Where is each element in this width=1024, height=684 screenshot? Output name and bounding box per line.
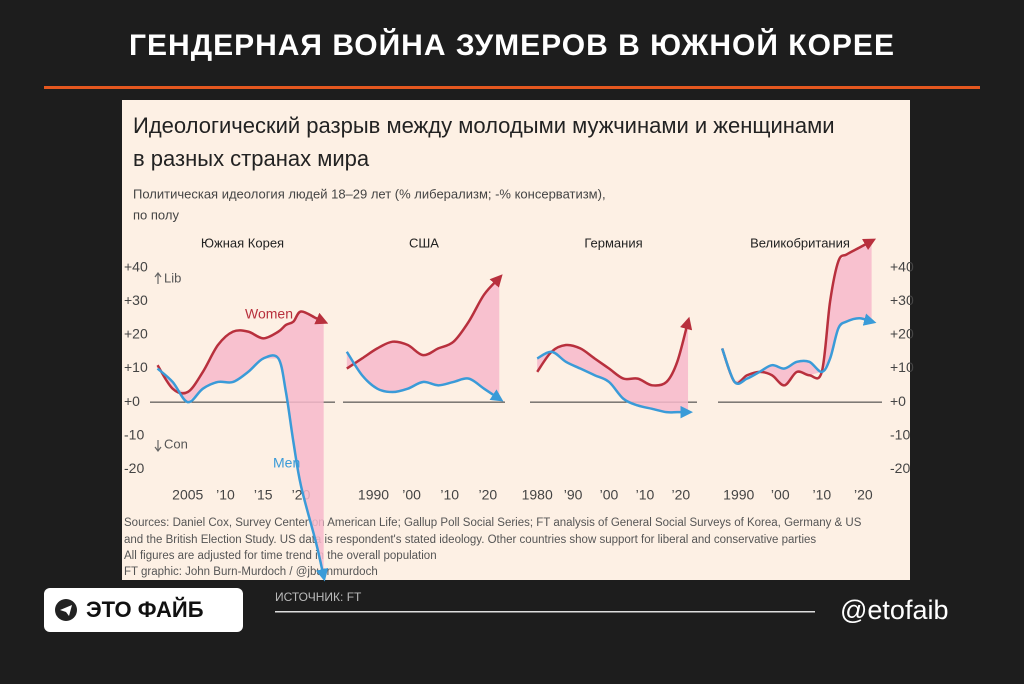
x-tick-label: 1990 bbox=[358, 487, 389, 503]
x-tick-label: 1990 bbox=[723, 487, 754, 503]
y-tick-label: +0 bbox=[890, 393, 906, 409]
gap-area bbox=[346, 277, 500, 399]
x-tick-label: 1980 bbox=[522, 487, 553, 503]
series-line bbox=[156, 354, 329, 582]
footer-rule bbox=[275, 611, 815, 613]
figure-title: Идеологический разрыв между молодыми муж… bbox=[133, 113, 835, 138]
footer-source: ИСТОЧНИК: FT bbox=[275, 590, 362, 604]
y-tick-label: +20 bbox=[890, 326, 914, 342]
charts: Южная Корея +40 +30 +20 +10 +0 -10 -20 2005 ’10 ’1… bbox=[124, 235, 914, 582]
y-tick-label: -10 bbox=[124, 426, 144, 442]
series-line bbox=[536, 316, 693, 387]
header-rule bbox=[44, 86, 980, 89]
series-line bbox=[536, 350, 694, 419]
header-title: ГЕНДЕРНАЯ ВОЙНА ЗУМЕРОВ В ЮЖНОЙ КОРЕЕ bbox=[129, 28, 895, 62]
figure-title: в разных странах мира bbox=[133, 146, 370, 171]
y-top-label: Lib bbox=[164, 270, 181, 285]
x-tick-label: ’90 bbox=[564, 487, 583, 503]
brand-badge bbox=[44, 588, 243, 632]
x-tick-label: ’00 bbox=[402, 487, 421, 503]
x-tick-label: ’10 bbox=[812, 487, 831, 503]
figure-subtitle: Политическая идеология людей 18–29 лет (… bbox=[133, 186, 606, 201]
y-tick-label: +40 bbox=[124, 259, 148, 275]
x-tick-label: ’20 bbox=[479, 487, 498, 503]
x-tick-label: ’00 bbox=[600, 487, 619, 503]
series-line bbox=[720, 313, 877, 386]
brand-name: ЭТО ФАЙБ bbox=[86, 597, 204, 622]
con-arrow bbox=[154, 440, 162, 452]
y-tick-label: +20 bbox=[124, 326, 148, 342]
source-line: All figures are adjusted for time trend … bbox=[124, 550, 437, 562]
x-tick-label: ’10 bbox=[440, 487, 459, 503]
series-line bbox=[720, 238, 877, 387]
figure-subtitle: по полу bbox=[133, 207, 179, 222]
x-tick-label: ’10 bbox=[636, 487, 655, 503]
telegram-plane bbox=[60, 605, 72, 616]
source-line: and the British Election Study. US data … bbox=[124, 534, 816, 546]
panel-title: Германия bbox=[584, 235, 642, 250]
source-line: FT graphic: John Burn-Murdoch / @jburnmu… bbox=[124, 566, 378, 578]
panel-title: Южная Корея bbox=[201, 235, 284, 250]
source-line: Sources: Daniel Cox, Survey Center on Am… bbox=[124, 517, 862, 529]
y-bottom-label: Con bbox=[164, 436, 188, 451]
y-tick-label: +10 bbox=[890, 359, 914, 375]
x-tick-label: ’20 bbox=[671, 487, 690, 503]
lib-arrow bbox=[154, 272, 162, 284]
y-tick-label: +40 bbox=[890, 259, 914, 275]
series-line bbox=[346, 274, 503, 370]
x-tick-label: ’15 bbox=[254, 487, 273, 503]
gap-area bbox=[722, 241, 872, 386]
series-line bbox=[156, 310, 329, 395]
y-tick-label: -10 bbox=[890, 426, 910, 442]
panel-title: Великобритания bbox=[750, 235, 850, 250]
series-label: Men bbox=[273, 455, 300, 471]
y-tick-label: +30 bbox=[124, 292, 148, 308]
series-line bbox=[345, 351, 504, 402]
x-tick-label: ’20 bbox=[854, 487, 873, 503]
x-tick-label: ’00 bbox=[771, 487, 790, 503]
panel-title: США bbox=[409, 235, 439, 250]
x-tick-label: 2005 bbox=[172, 487, 203, 503]
y-tick-label: +10 bbox=[124, 359, 148, 375]
y-tick-label: +30 bbox=[890, 292, 914, 308]
gap-area bbox=[537, 321, 689, 413]
y-tick-label: +0 bbox=[124, 393, 140, 409]
footer-handle: @etofaib bbox=[840, 595, 948, 625]
y-tick-label: -20 bbox=[890, 460, 910, 476]
series-label: Women bbox=[245, 306, 293, 322]
x-tick-label: ’10 bbox=[216, 487, 235, 503]
y-tick-label: -20 bbox=[124, 460, 144, 476]
